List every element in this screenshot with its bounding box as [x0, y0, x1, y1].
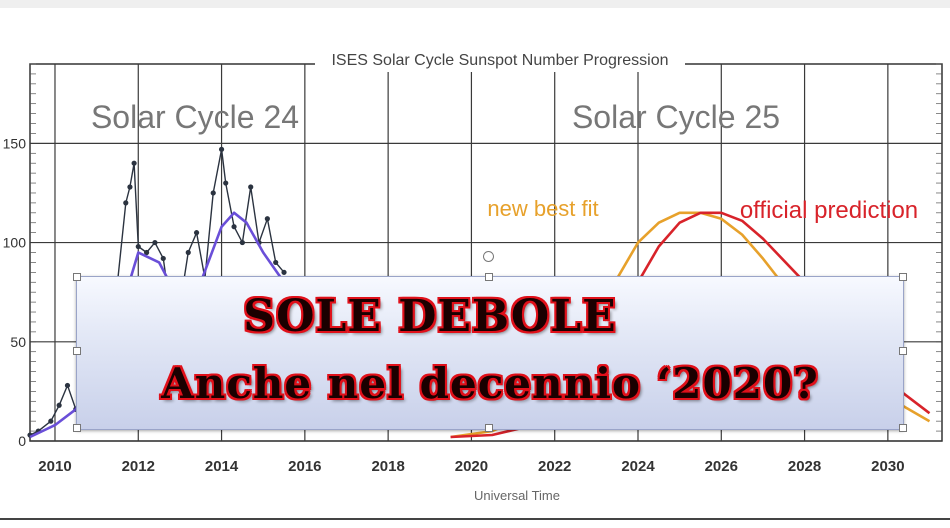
resize-handle[interactable]	[899, 424, 907, 432]
resize-handle[interactable]	[73, 347, 81, 355]
data-point	[273, 259, 279, 266]
y-tick-label: 100	[3, 235, 27, 251]
best-fit-label: new best fit	[487, 196, 598, 221]
resize-handle[interactable]	[485, 424, 493, 432]
x-tick-label: 2018	[371, 458, 404, 475]
x-axis-label: Universal Time	[474, 488, 560, 503]
data-point	[231, 224, 237, 230]
chart-title: ISES Solar Cycle Sunspot Number Progress…	[331, 52, 668, 69]
x-tick-label: 2016	[288, 458, 321, 475]
resize-handle[interactable]	[73, 273, 81, 281]
x-tick-label: 2030	[871, 458, 904, 475]
data-point	[248, 184, 254, 190]
headline-subtitle: Anche nel decennio ‘2020?	[161, 359, 819, 408]
x-tick-label: 2028	[788, 458, 821, 475]
data-point	[160, 255, 166, 262]
data-point	[123, 200, 129, 206]
data-point	[144, 249, 150, 256]
x-tick-label: 2014	[205, 458, 239, 475]
x-tick-label: 2010	[38, 458, 71, 475]
data-point	[152, 239, 158, 246]
data-point	[64, 382, 71, 389]
data-point	[223, 180, 229, 186]
data-point	[193, 230, 200, 236]
rotate-handle[interactable]	[483, 251, 494, 262]
y-tick-label: 50	[10, 334, 26, 350]
data-point	[281, 269, 287, 275]
headline-title: SOLE DEBOLE	[243, 291, 617, 342]
title-bg	[315, 56, 685, 72]
data-point	[239, 239, 245, 246]
cycle25-label: Solar Cycle 25	[572, 99, 780, 135]
data-point	[56, 402, 62, 408]
data-point	[185, 249, 191, 256]
x-tick-label: 2012	[122, 458, 155, 475]
resize-handle[interactable]	[73, 424, 81, 432]
y-tick-label: 0	[18, 433, 26, 449]
resize-handle[interactable]	[485, 273, 493, 281]
x-tick-label: 2026	[705, 458, 738, 475]
data-point	[131, 160, 137, 166]
data-point	[264, 216, 270, 222]
resize-handle[interactable]	[899, 347, 907, 355]
x-tick-label: 2024	[621, 458, 655, 475]
data-point	[218, 146, 225, 152]
cycle24-label: Solar Cycle 24	[91, 99, 299, 135]
resize-handle[interactable]	[899, 273, 907, 281]
headline-banner: SOLE DEBOLE Anche nel decennio ‘2020?	[76, 276, 904, 430]
data-point	[135, 243, 141, 250]
data-point	[210, 190, 216, 196]
data-point	[48, 418, 54, 424]
official-prediction-label: official prediction	[740, 197, 918, 224]
data-point	[127, 184, 133, 190]
y-tick-label: 150	[3, 135, 27, 151]
x-tick-label: 2022	[538, 458, 571, 475]
x-tick-label: 2020	[455, 458, 488, 475]
